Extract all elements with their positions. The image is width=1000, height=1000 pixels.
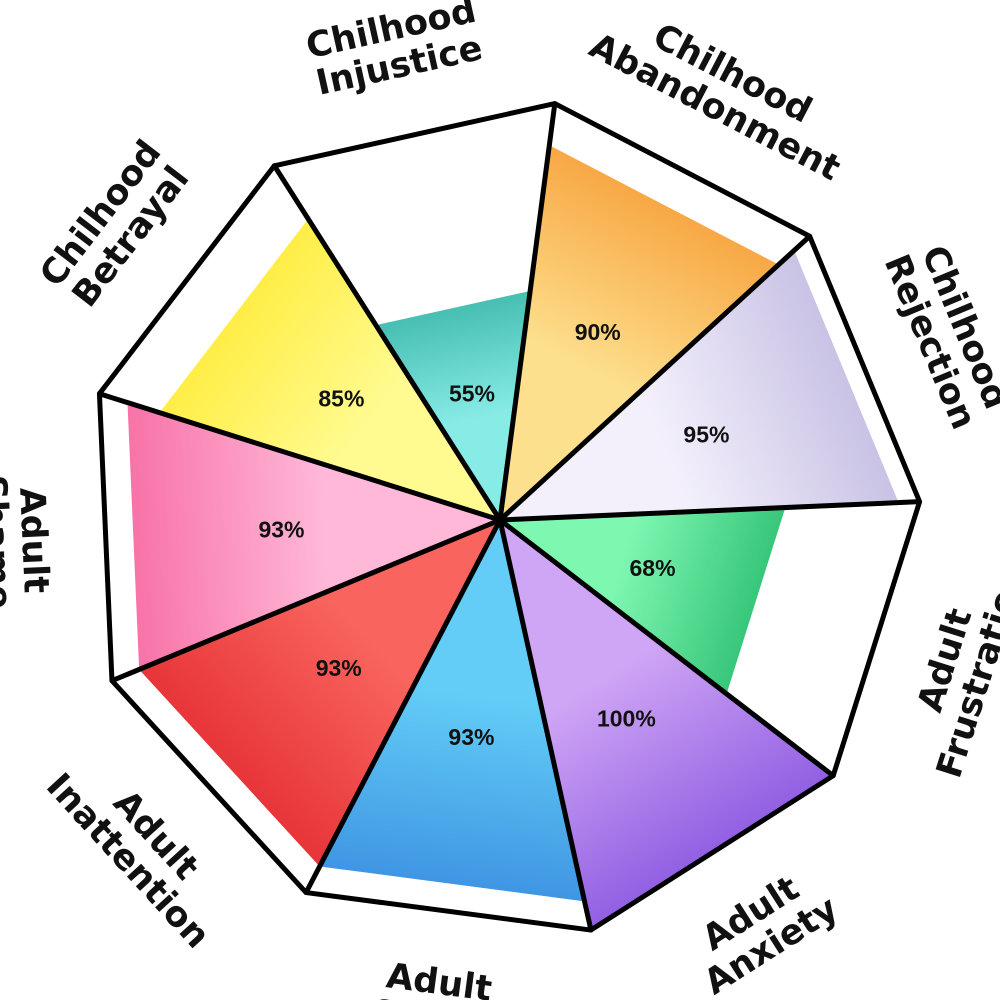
spoke-line (497, 517, 836, 779)
outer-outline (96, 101, 923, 933)
spoke-line (271, 163, 503, 523)
spoke-line (96, 391, 503, 523)
spoke-line (109, 517, 503, 684)
value-label-layer: 90% 95% 68% 100% 93% 93% 93% 85% 55% (258, 319, 729, 750)
spoke-line (497, 499, 923, 523)
spoke-line (303, 517, 503, 896)
value-label-chilhood-abandonment: 90% (575, 319, 621, 345)
value-label-adult-stress: 93% (448, 724, 494, 750)
wedge-chilhood-betrayal (159, 218, 500, 521)
octagon-frame (96, 101, 923, 933)
category-label-adult-stress: AdultStress (370, 956, 499, 1000)
category-label-line: Shame (0, 474, 18, 610)
category-label-line: Adult (11, 487, 56, 594)
value-label-adult-anxiety: 100% (597, 705, 656, 731)
value-label-chilhood-rejection: 95% (683, 421, 729, 447)
wedge-adult-inattention (139, 520, 500, 867)
wedge-adult-stress (319, 520, 585, 902)
value-label-chilhood-betrayal: 85% (318, 385, 364, 411)
wedge-chilhood-injustice (375, 290, 531, 520)
spoke-line (497, 233, 813, 523)
wedge-adult-shame (127, 402, 501, 670)
wedge-chilhood-rejection (500, 250, 899, 520)
wedge-chilhood-abandonment (500, 145, 779, 521)
spoke-line (497, 517, 594, 933)
value-label-adult-frustration: 68% (630, 555, 676, 581)
spoke-line (497, 101, 558, 523)
value-label-adult-shame: 93% (258, 517, 304, 543)
wedge-adult-frustration (500, 507, 786, 694)
value-label-chilhood-injustice: 55% (449, 381, 495, 407)
value-label-adult-inattention: 93% (316, 655, 362, 681)
category-label-line: Adult (384, 956, 494, 1000)
